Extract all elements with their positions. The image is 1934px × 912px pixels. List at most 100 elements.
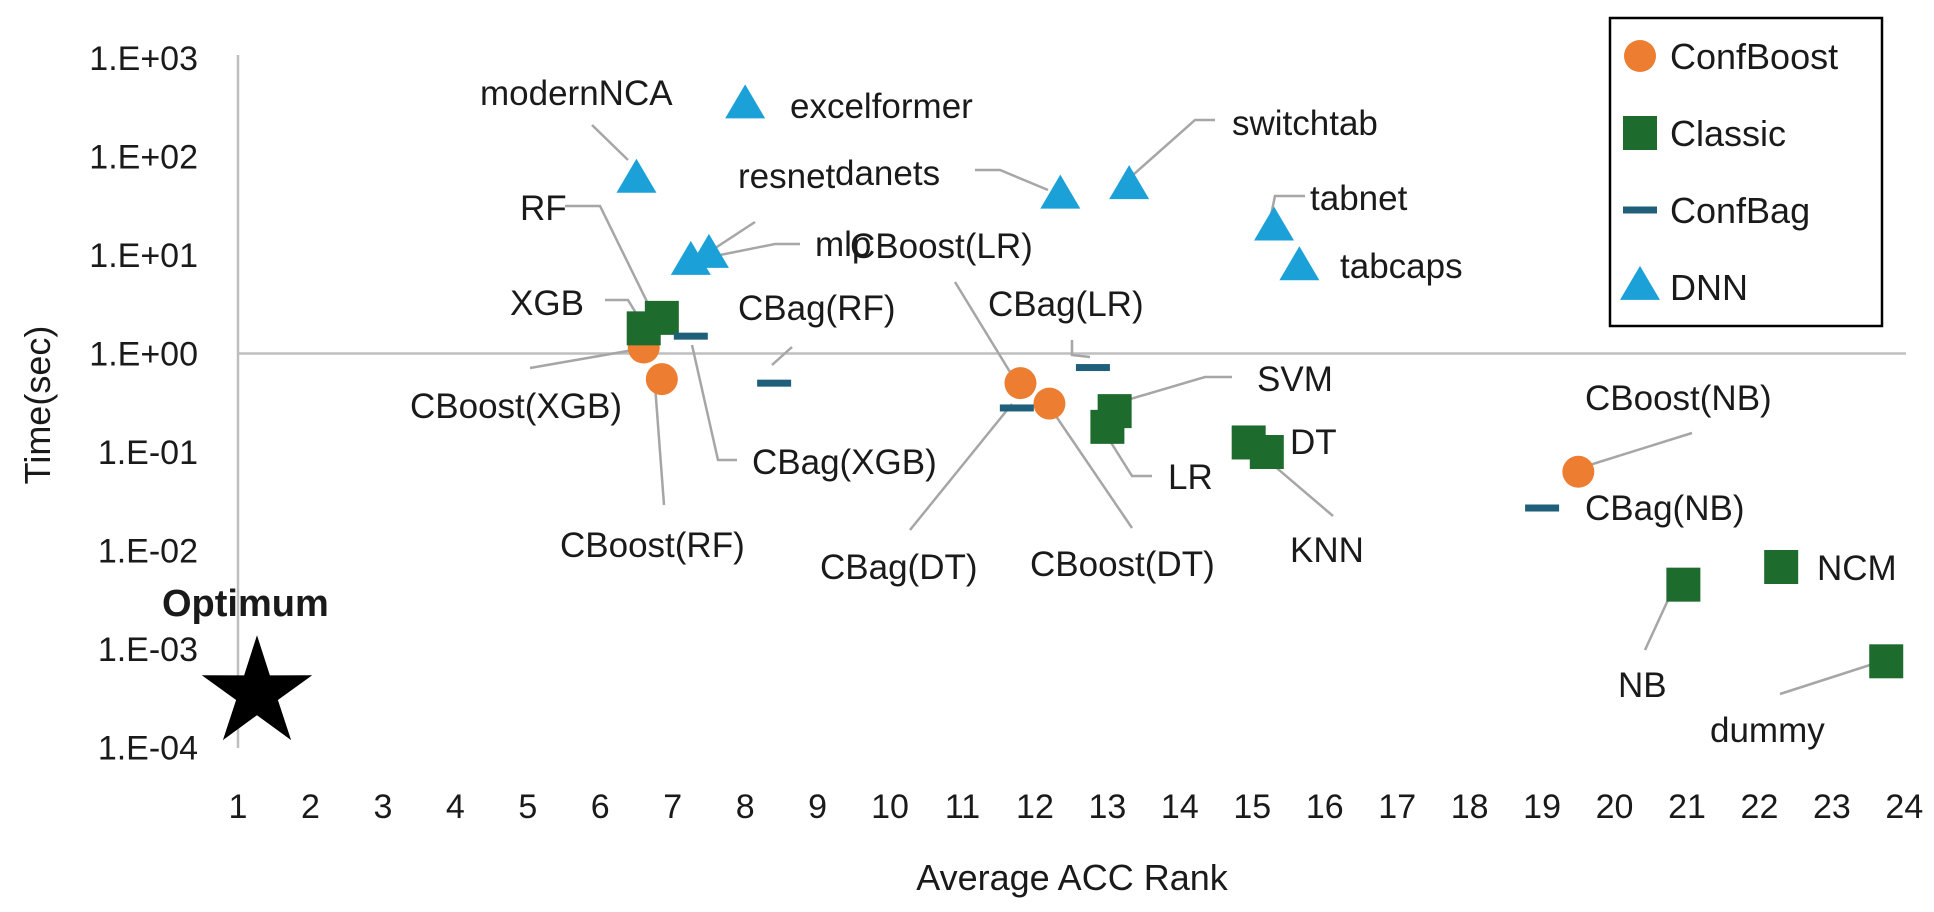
legend-label-dnn: DNN <box>1670 267 1748 308</box>
point-label-danets: danets <box>835 154 940 193</box>
leader-line-cbag-rf <box>771 346 793 366</box>
x-tick-label: 5 <box>518 788 537 826</box>
y-tick-label: 1.E-02 <box>98 533 198 571</box>
point-cbag-lr <box>1075 364 1110 372</box>
x-tick-label: 15 <box>1233 788 1271 826</box>
point-label-cbag-dt: CBag(DT) <box>820 548 978 587</box>
x-tick-label: 23 <box>1813 788 1851 826</box>
leader-line-cboost-xgb <box>529 346 646 370</box>
x-tick-label: 2 <box>301 788 320 826</box>
x-tick-label: 17 <box>1378 788 1416 826</box>
point-label-mlp: mlp <box>815 225 871 264</box>
point-label-cbag-rf: CBag(RF) <box>738 289 896 328</box>
leader-line-cbag-dt <box>909 403 1013 531</box>
legend: ConfBoost Classic ConfBag DNN <box>1608 16 1884 328</box>
point-label-cboost-nb: CBoost(NB) <box>1585 379 1772 418</box>
point-switchtab <box>1109 165 1150 200</box>
legend-label-confbag: ConfBag <box>1670 190 1810 231</box>
x-tick-label: 4 <box>446 788 465 826</box>
point-dummy <box>1869 644 1904 679</box>
y-tick-label: 1.E+01 <box>89 237 198 275</box>
leader-line-svm <box>1109 375 1232 407</box>
point-label-modernnca: modernNCA <box>480 74 673 113</box>
point-label-dt: DT <box>1290 423 1337 462</box>
x-tick-label: 24 <box>1885 788 1923 826</box>
point-modernnca <box>616 158 657 193</box>
x-tick-label: 3 <box>373 788 392 826</box>
x-tick-label: 6 <box>591 788 610 826</box>
legend-box <box>1608 16 1884 328</box>
point-labels: CBoost(XGB) CBoost(RF) CBoost(LR) CBoost(DT… <box>162 74 1897 750</box>
point-nb <box>1666 567 1701 602</box>
x-tick-label: 8 <box>736 788 755 826</box>
point-label-cbag-lr: CBag(LR) <box>988 285 1144 324</box>
point-cboost-dt <box>1033 387 1066 420</box>
legend-label-confboost: ConfBoost <box>1670 36 1838 77</box>
point-label-cboost-rf: CBoost(RF) <box>560 526 745 565</box>
x-tick-label: 19 <box>1523 788 1561 826</box>
point-ncm <box>1764 549 1799 584</box>
x-tick-label: 1 <box>229 788 248 826</box>
point-label-tabcaps: tabcaps <box>1340 247 1463 286</box>
y-tick-label: 1.E+02 <box>89 139 198 177</box>
legend-label-classic: Classic <box>1670 113 1786 154</box>
leader-line-danets <box>975 168 1049 192</box>
leader-line-nb <box>1643 599 1670 651</box>
y-tick-label: 1.E+03 <box>89 40 198 78</box>
x-axis-title: Average ACC Rank <box>916 857 1229 898</box>
leader-line-cboost-lr <box>953 281 1012 373</box>
axes: 1.E-04 1.E-03 1.E-02 1.E-01 1.E+00 1.E+01 1.E+… <box>89 40 1923 826</box>
x-tick-label: 18 <box>1451 788 1489 826</box>
point-tabnet <box>1254 206 1295 241</box>
x-tick-label: 16 <box>1306 788 1344 826</box>
y-tick-label: 1.E-03 <box>98 631 198 669</box>
x-tick-label: 22 <box>1741 788 1779 826</box>
x-tick-label: 20 <box>1596 788 1634 826</box>
point-cboost-lr <box>1004 367 1037 400</box>
point-label-ncm: NCM <box>1817 549 1897 588</box>
leader-line-rf <box>565 204 657 319</box>
point-cbag-nb <box>1525 504 1560 512</box>
point-label-xgb: XGB <box>510 284 584 323</box>
point-label-switchtab: switchtab <box>1232 104 1378 143</box>
y-tick-label: 1.E-01 <box>98 434 198 472</box>
point-label-nb: NB <box>1618 666 1667 705</box>
leader-line-cboost-dt <box>1043 399 1134 529</box>
x-tick-label: 12 <box>1016 788 1054 826</box>
legend-marker-classic <box>1623 116 1657 150</box>
point-label-knn: KNN <box>1290 531 1364 570</box>
leader-line-switchtab <box>1124 118 1215 183</box>
legend-marker-dnn <box>1620 265 1660 300</box>
leader-line-cbag-lr <box>1070 340 1091 359</box>
point-excelformer <box>725 84 766 119</box>
point-label-lr: LR <box>1168 458 1213 497</box>
leader-line-cboost-nb <box>1579 431 1693 470</box>
leader-line-mlp <box>694 242 800 262</box>
optimum-label: Optimum <box>162 583 329 625</box>
point-label-rf: RF <box>520 189 567 228</box>
x-tick-label: 13 <box>1088 788 1126 826</box>
legend-marker-confboost <box>1624 40 1656 72</box>
point-label-cboost-lr: CBoost(LR) <box>850 227 1033 266</box>
point-tabcaps <box>1279 246 1320 281</box>
point-knn <box>1249 435 1284 469</box>
x-tick-label: 9 <box>808 788 827 826</box>
point-label-cboost-xgb: CBoost(XGB) <box>410 387 622 426</box>
point-label-svm: SVM <box>1257 360 1333 399</box>
point-label-excelformer: excelformer <box>790 87 973 126</box>
leader-line-cboost-rf <box>653 384 666 506</box>
point-cbag-dt <box>999 404 1034 412</box>
x-tick-label: 21 <box>1668 788 1706 826</box>
y-tick-label: 1.E+00 <box>89 336 198 374</box>
point-danets <box>1040 174 1081 209</box>
y-axis-title: Time(sec) <box>17 326 58 485</box>
point-cbag-rf <box>757 379 792 387</box>
point-lr <box>1090 409 1125 444</box>
x-tick-label: 10 <box>871 788 909 826</box>
point-cboost-rf <box>645 363 678 396</box>
point-label-cboost-dt: CBoost(DT) <box>1030 545 1215 584</box>
x-tick-label: 7 <box>663 788 682 826</box>
y-tick-label: 1.E-04 <box>98 730 198 768</box>
point-label-cbag-xgb: CBag(XGB) <box>752 443 937 482</box>
